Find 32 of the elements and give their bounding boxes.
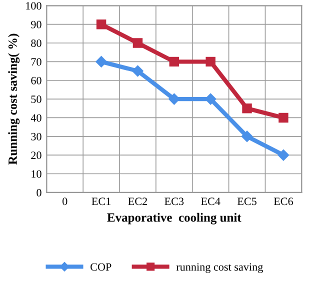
point (132, 65, 144, 77)
y-tick-label: 50 (31, 96, 42, 104)
y-tick-label: 0 (36, 188, 42, 196)
legend-label: running cost saving (176, 263, 263, 273)
point (241, 130, 253, 142)
point (278, 149, 290, 161)
y-tick-label: 100 (26, 2, 42, 10)
y-tick-label: 90 (31, 20, 42, 28)
y-tick-label: 20 (31, 152, 42, 160)
x-tick-label: EC4 (201, 198, 220, 206)
y-tick-label: 70 (31, 58, 42, 66)
y-tick-label: 30 (31, 132, 42, 140)
legend-label: COP (90, 263, 112, 271)
point (169, 56, 180, 67)
y-axis-title: Running cost saving( %) (8, 34, 20, 165)
y-tick-label: 10 (32, 170, 42, 178)
x-tick-label: EC2 (128, 198, 147, 206)
point (206, 56, 216, 67)
x-tick-label: EC5 (237, 198, 256, 206)
point (132, 38, 143, 48)
x-tick-label: EC1 (92, 198, 111, 206)
x-tick-label: 0 (62, 198, 68, 206)
y-tick-label: 60 (31, 76, 42, 84)
x-tick-label: EC3 (164, 198, 184, 206)
y-tick-label: 40 (30, 114, 42, 122)
x-tick-label: EC6 (274, 198, 293, 206)
point (242, 104, 252, 114)
point (96, 19, 106, 30)
point (278, 112, 288, 123)
point (96, 56, 107, 68)
y-tick-label: 80 (31, 39, 42, 47)
x-axis-title: Evaporative cooling unit (107, 212, 242, 224)
